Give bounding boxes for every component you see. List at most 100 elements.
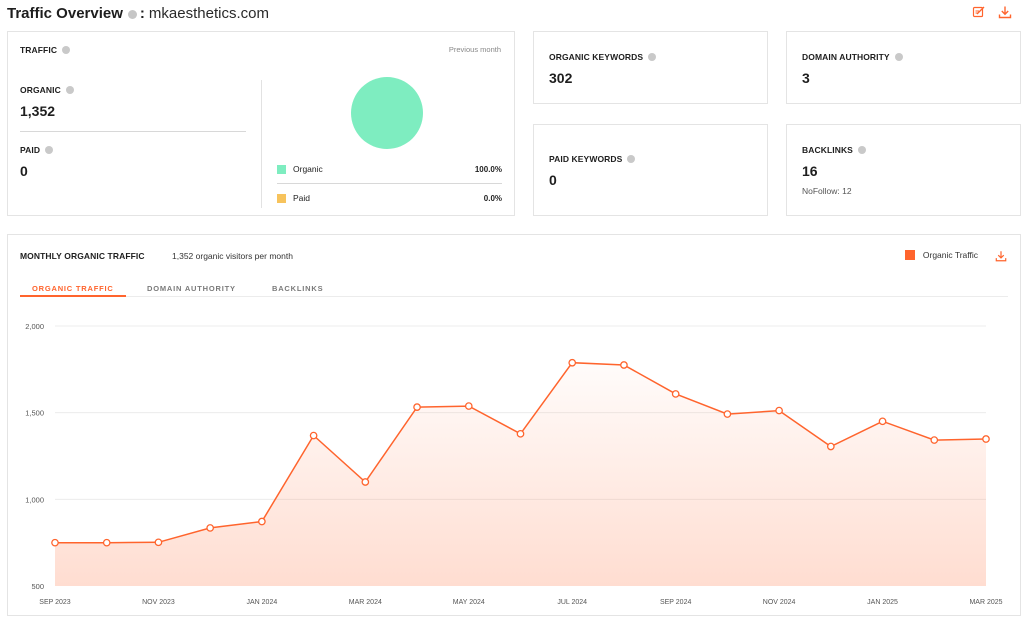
organic-keywords-label: ORGANIC KEYWORDS — [549, 52, 644, 62]
data-point[interactable] — [930, 436, 939, 444]
page-header: Traffic Overview : mkaesthetics.com — [7, 2, 269, 24]
domain-authority-label: DOMAIN AUTHORITY — [802, 52, 890, 62]
y-tick-label: 2,000 — [25, 322, 44, 331]
domain-authority-label-row: DOMAIN AUTHORITY — [802, 52, 903, 62]
chart-legend: Organic Traffic — [904, 250, 978, 260]
data-point[interactable] — [826, 442, 835, 451]
data-point[interactable] — [723, 410, 732, 418]
help-icon[interactable] — [45, 146, 54, 154]
chart-tabs: ORGANIC TRAFFIC DOMAIN AUTHORITY BACKLIN… — [20, 284, 1008, 297]
data-point[interactable] — [878, 417, 887, 426]
data-point[interactable] — [309, 431, 318, 440]
x-tick-label: JUL 2024 — [557, 599, 587, 606]
x-tick-label: MAR 2025 — [969, 599, 1002, 606]
traffic-label: TRAFFIC — [20, 45, 58, 55]
organic-label-row: ORGANIC — [20, 85, 74, 95]
y-tick-label: 500 — [31, 582, 44, 591]
x-tick-label: SEP 2023 — [39, 599, 71, 606]
organic-keywords-label-row: ORGANIC KEYWORDS — [549, 52, 657, 62]
help-icon[interactable] — [65, 86, 74, 94]
paid-keywords-value: 0 — [549, 172, 557, 188]
area-fill — [55, 362, 986, 586]
x-tick-label: NOV 2024 — [763, 599, 796, 606]
monthly-traffic-card: MONTHLY ORGANIC TRAFFIC 1,352 organic vi… — [7, 234, 1021, 616]
organic-traffic-chart: 2,000 1,500 1,000 500 SEP 2023 NOV 2023 JAN 20… — [25, 322, 1002, 606]
data-point[interactable] — [258, 517, 266, 526]
pie-slice-organic — [351, 77, 423, 149]
help-icon[interactable] — [648, 53, 657, 61]
help-icon[interactable] — [857, 146, 866, 154]
legend-item-organic: Organic 100.0% — [277, 164, 502, 174]
legend-percent: 100.0% — [474, 164, 502, 174]
download-icon[interactable] — [998, 5, 1012, 19]
data-point[interactable] — [775, 406, 783, 415]
tab-domain-authority[interactable]: DOMAIN AUTHORITY — [147, 284, 236, 293]
domain-authority-card: DOMAIN AUTHORITY 3 — [786, 31, 1021, 104]
domain-name: mkaesthetics.com — [148, 4, 269, 22]
x-tick-label: SEP 2024 — [660, 599, 692, 606]
backlinks-card: BACKLINKS 16 NoFollow: 12 — [786, 124, 1021, 216]
data-point[interactable] — [51, 538, 59, 547]
download-icon[interactable] — [995, 249, 1007, 262]
paid-keywords-label: PAID KEYWORDS — [549, 154, 623, 164]
organic-swatch — [277, 164, 286, 174]
data-point[interactable] — [413, 403, 421, 411]
legend-item-paid: Paid 0.0% — [277, 193, 502, 203]
x-tick-label: NOV 2023 — [142, 599, 175, 606]
domain-authority-value: 3 — [802, 70, 810, 86]
x-tick-label: MAR 2024 — [349, 599, 382, 606]
data-point[interactable] — [620, 361, 628, 369]
divider — [20, 131, 246, 132]
tab-backlinks[interactable]: BACKLINKS — [272, 284, 324, 293]
legend-label: Organic — [293, 164, 323, 174]
data-point[interactable] — [206, 524, 215, 532]
x-tick-label: JAN 2025 — [867, 599, 898, 606]
edit-report-icon[interactable] — [972, 5, 986, 19]
data-point[interactable] — [671, 390, 680, 398]
legend-swatch — [904, 250, 915, 260]
data-point[interactable] — [464, 402, 473, 410]
paid-keywords-label-row: PAID KEYWORDS — [549, 154, 636, 164]
organic-value: 1,352 — [20, 103, 56, 119]
y-tick-label: 1,500 — [25, 409, 44, 418]
x-tick-label: JAN 2024 — [247, 599, 278, 606]
data-point[interactable] — [568, 358, 577, 367]
traffic-card: TRAFFIC Previous month ORGANIC 1,352 PAI… — [7, 31, 515, 216]
y-tick-label: 1,000 — [25, 495, 44, 504]
paid-swatch — [277, 193, 286, 203]
help-icon[interactable] — [127, 9, 137, 19]
title-separator: : — [139, 4, 145, 22]
help-icon[interactable] — [894, 53, 903, 61]
paid-value: 0 — [20, 163, 28, 179]
paid-label-row: PAID — [20, 145, 54, 155]
header-actions — [972, 5, 1012, 19]
backlinks-value: 16 — [802, 163, 818, 179]
paid-keywords-card: PAID KEYWORDS 0 — [533, 124, 768, 216]
legend-percent: 0.0% — [483, 193, 502, 203]
vertical-divider — [261, 80, 262, 208]
organic-keywords-card: ORGANIC KEYWORDS 302 — [533, 31, 768, 104]
data-point[interactable] — [982, 435, 990, 443]
organic-keywords-value: 302 — [549, 70, 573, 86]
backlinks-label-row: BACKLINKS — [802, 145, 866, 155]
nofollow-count: NoFollow: 12 — [802, 186, 852, 196]
divider — [277, 183, 502, 184]
data-point[interactable] — [102, 538, 111, 547]
data-point[interactable] — [361, 478, 370, 486]
legend-label: Organic Traffic — [922, 250, 978, 260]
monthly-traffic-subtitle: 1,352 organic visitors per month — [172, 251, 293, 261]
help-icon[interactable] — [627, 155, 636, 163]
tab-organic-traffic[interactable]: ORGANIC TRAFFIC — [20, 284, 126, 297]
data-point[interactable] — [154, 538, 163, 547]
x-tick-label: MAY 2024 — [453, 599, 485, 606]
page-title: Traffic Overview — [7, 4, 123, 22]
paid-label: PAID — [20, 145, 41, 155]
monthly-traffic-title: MONTHLY ORGANIC TRAFFIC — [20, 251, 145, 261]
traffic-pie-chart — [351, 77, 423, 149]
backlinks-label: BACKLINKS — [802, 145, 853, 155]
help-icon[interactable] — [62, 46, 71, 54]
data-point[interactable] — [516, 429, 525, 438]
period-label: Previous month — [448, 45, 501, 54]
organic-label: ORGANIC — [20, 85, 61, 95]
legend-label: Paid — [293, 193, 311, 203]
